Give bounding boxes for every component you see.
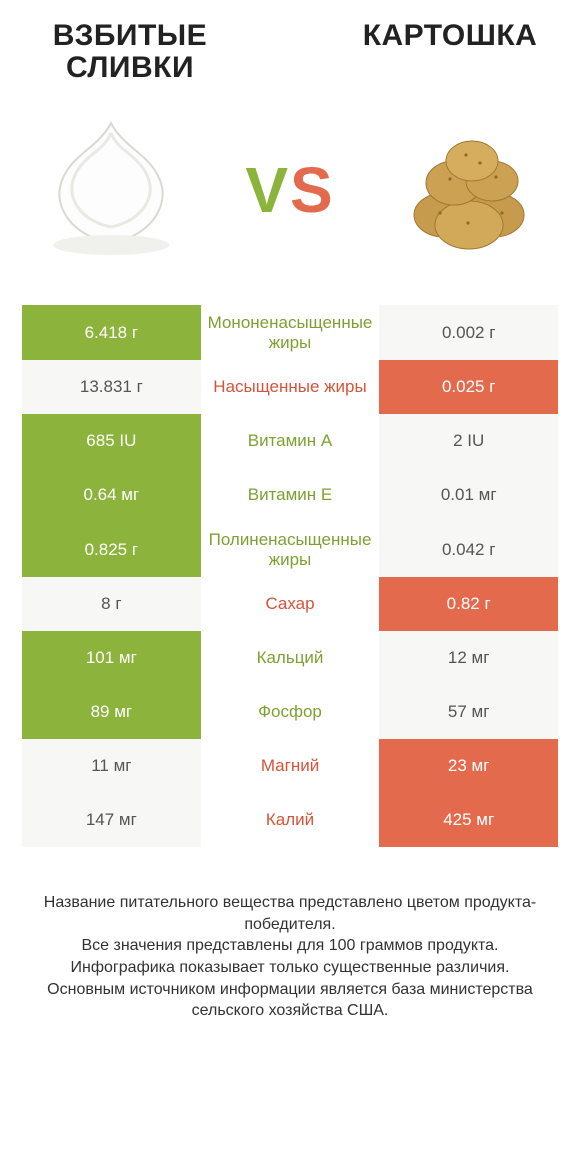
nutrient-name-cell: Кальций: [201, 631, 380, 685]
right-value-cell: 2 IU: [379, 414, 558, 468]
footer-line: Основным источником информации является …: [26, 979, 554, 1022]
vs-v: V: [245, 154, 290, 226]
whipped-cream-icon: [26, 105, 196, 275]
left-value-cell: 685 IU: [22, 414, 201, 468]
nutrient-name-cell: Насыщенные жиры: [201, 360, 380, 414]
right-value-cell: 57 мг: [379, 685, 558, 739]
left-product-title: ВЗБИТЫЕ СЛИВКИ: [30, 20, 230, 83]
left-value-cell: 11 мг: [22, 739, 201, 793]
product-images-row: VS: [22, 105, 558, 275]
nutrient-name-cell: Магний: [201, 739, 380, 793]
footer-notes: Название питательного вещества представл…: [22, 892, 558, 1022]
vs-label: VS: [245, 153, 334, 227]
nutrient-name-cell: Витамин А: [201, 414, 380, 468]
right-value-cell: 0.01 мг: [379, 468, 558, 522]
left-value-cell: 89 мг: [22, 685, 201, 739]
nutrient-name-cell: Калий: [201, 793, 380, 847]
right-value-cell: 425 мг: [379, 793, 558, 847]
nutrient-name-cell: Полиненасыщенные жиры: [201, 522, 380, 577]
left-value-cell: 0.64 мг: [22, 468, 201, 522]
table-row: 685 IUВитамин А2 IU: [22, 414, 558, 468]
table-row: 101 мгКальций12 мг: [22, 631, 558, 685]
right-value-cell: 0.002 г: [379, 305, 558, 360]
right-value-cell: 0.025 г: [379, 360, 558, 414]
potato-icon: [384, 105, 554, 275]
table-row: 8 гСахар0.82 г: [22, 577, 558, 631]
right-product-title: КАРТОШКА: [350, 20, 550, 52]
table-row: 89 мгФосфор57 мг: [22, 685, 558, 739]
table-row: 147 мгКалий425 мг: [22, 793, 558, 847]
footer-line: Инфографика показывает только существенн…: [26, 957, 554, 979]
header: ВЗБИТЫЕ СЛИВКИ КАРТОШКА: [22, 20, 558, 83]
right-value-cell: 12 мг: [379, 631, 558, 685]
left-value-cell: 147 мг: [22, 793, 201, 847]
left-value-cell: 13.831 г: [22, 360, 201, 414]
left-value-cell: 8 г: [22, 577, 201, 631]
table-row: 0.64 мгВитамин Е0.01 мг: [22, 468, 558, 522]
left-value-cell: 0.825 г: [22, 522, 201, 577]
table-row: 13.831 гНасыщенные жиры0.025 г: [22, 360, 558, 414]
left-value-cell: 6.418 г: [22, 305, 201, 360]
nutrient-name-cell: Фосфор: [201, 685, 380, 739]
infographic-page: ВЗБИТЫЕ СЛИВКИ КАРТОШКА VS: [0, 0, 580, 1052]
right-value-cell: 0.042 г: [379, 522, 558, 577]
vs-s: S: [290, 154, 335, 226]
table-row: 6.418 гМононенасыщенные жиры0.002 г: [22, 305, 558, 360]
comparison-table: 6.418 гМононенасыщенные жиры0.002 г13.83…: [22, 305, 558, 847]
nutrient-name-cell: Сахар: [201, 577, 380, 631]
footer-line: Все значения представлены для 100 граммо…: [26, 935, 554, 957]
table-row: 11 мгМагний23 мг: [22, 739, 558, 793]
table-row: 0.825 гПолиненасыщенные жиры0.042 г: [22, 522, 558, 577]
nutrient-name-cell: Мононенасыщенные жиры: [201, 305, 380, 360]
nutrient-name-cell: Витамин Е: [201, 468, 380, 522]
right-value-cell: 23 мг: [379, 739, 558, 793]
footer-line: Название питательного вещества представл…: [26, 892, 554, 935]
right-value-cell: 0.82 г: [379, 577, 558, 631]
left-value-cell: 101 мг: [22, 631, 201, 685]
